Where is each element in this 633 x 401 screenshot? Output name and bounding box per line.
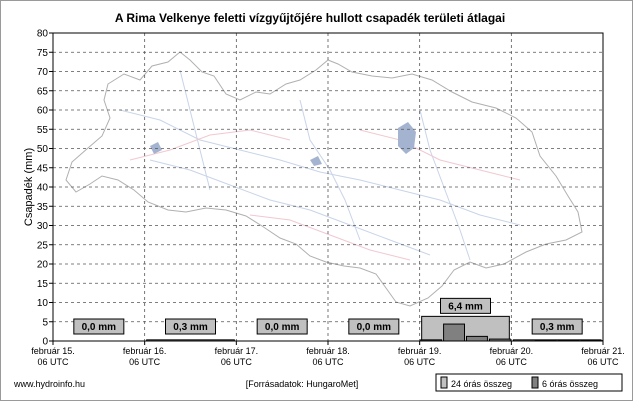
y-tick-label: 15: [37, 279, 49, 290]
value-label: 0,3 mm: [173, 322, 208, 333]
plot-border: [52, 32, 604, 342]
value-label-box: [440, 297, 491, 314]
y-tick-label: 25: [37, 240, 49, 251]
y-tick-label: 65: [37, 86, 49, 97]
value-label: 6,4 mm: [448, 301, 483, 312]
x-tick-date: február 17.: [215, 346, 259, 356]
y-tick-label: 45: [37, 163, 49, 174]
chart-title: A Rima Velkenye feletti vízgyűjtőjére hu…: [115, 11, 505, 25]
legend: 24 órás összeg 6 órás összeg: [435, 373, 623, 392]
x-tick-date: február 20.: [490, 346, 534, 356]
x-tick-time: 06 UTC: [129, 357, 161, 367]
x-tick-time: 06 UTC: [587, 357, 619, 367]
value-label-box: [531, 318, 583, 335]
y-tick-label: 70: [37, 67, 49, 78]
x-tick-time: 06 UTC: [496, 357, 528, 367]
bar-24h: [421, 315, 510, 342]
x-tick-time: 06 UTC: [312, 357, 344, 367]
y-tick-label: 55: [37, 125, 49, 136]
value-label: 0,0 mm: [82, 322, 117, 333]
bar-6h: [443, 323, 466, 342]
y-tick-label: 10: [37, 298, 49, 309]
y-tick-label: 5: [42, 317, 48, 328]
value-label-box: [165, 318, 216, 335]
legend-label-24h: 24 órás összeg: [451, 379, 512, 389]
bar-6h: [466, 335, 488, 342]
y-tick-label: 75: [37, 48, 49, 59]
x-tick-time: 06 UTC: [404, 357, 436, 367]
x-tick-date: február 18.: [306, 346, 350, 356]
y-tick-label: 20: [37, 260, 49, 271]
site-url: www.hydroinfo.hu: [13, 379, 85, 389]
y-tick-label: 0: [42, 337, 48, 348]
value-label-box: [256, 318, 308, 335]
x-tick-date: február 15.: [31, 346, 75, 356]
y-axis: 0 5 10 15 20 25 30 35 40 45 50 55 60 65 70 75 80: [37, 29, 53, 348]
value-label: 0,0 mm: [357, 322, 392, 333]
value-label-box: [73, 318, 125, 335]
value-label-box: [348, 318, 400, 335]
y-tick-label: 80: [37, 29, 49, 40]
x-tick-date: február 19.: [398, 346, 442, 356]
x-tick-time: 06 UTC: [37, 357, 69, 367]
legend-swatch-24h: [440, 376, 448, 389]
x-tick-date: február 16.: [123, 346, 167, 356]
y-tick-label: 50: [37, 144, 49, 155]
watershed-map-backdrop: [65, 51, 583, 307]
value-label: 0,0 mm: [265, 322, 300, 333]
y-axis-label: Csapadék (mm): [23, 148, 35, 226]
y-tick-label: 35: [37, 202, 49, 213]
value-labels: 0,0 mm 0,3 mm 0,0 mm 0,0 mm 6,4 mm 0,3 mm: [73, 297, 583, 335]
y-tick-label: 60: [37, 106, 49, 117]
x-tick-date: február 21.: [581, 346, 625, 356]
data-source: [Forrásadatok: HungaroMet]: [246, 379, 359, 389]
legend-label-6h: 6 órás összeg: [542, 379, 598, 389]
value-label: 0,3 mm: [540, 322, 575, 333]
legend-box: [435, 373, 623, 392]
x-tick-time: 06 UTC: [221, 357, 253, 367]
grid: [53, 33, 603, 341]
y-tick-label: 30: [37, 221, 49, 232]
y-tick-label: 40: [37, 183, 49, 194]
legend-swatch-6h: [531, 376, 539, 389]
